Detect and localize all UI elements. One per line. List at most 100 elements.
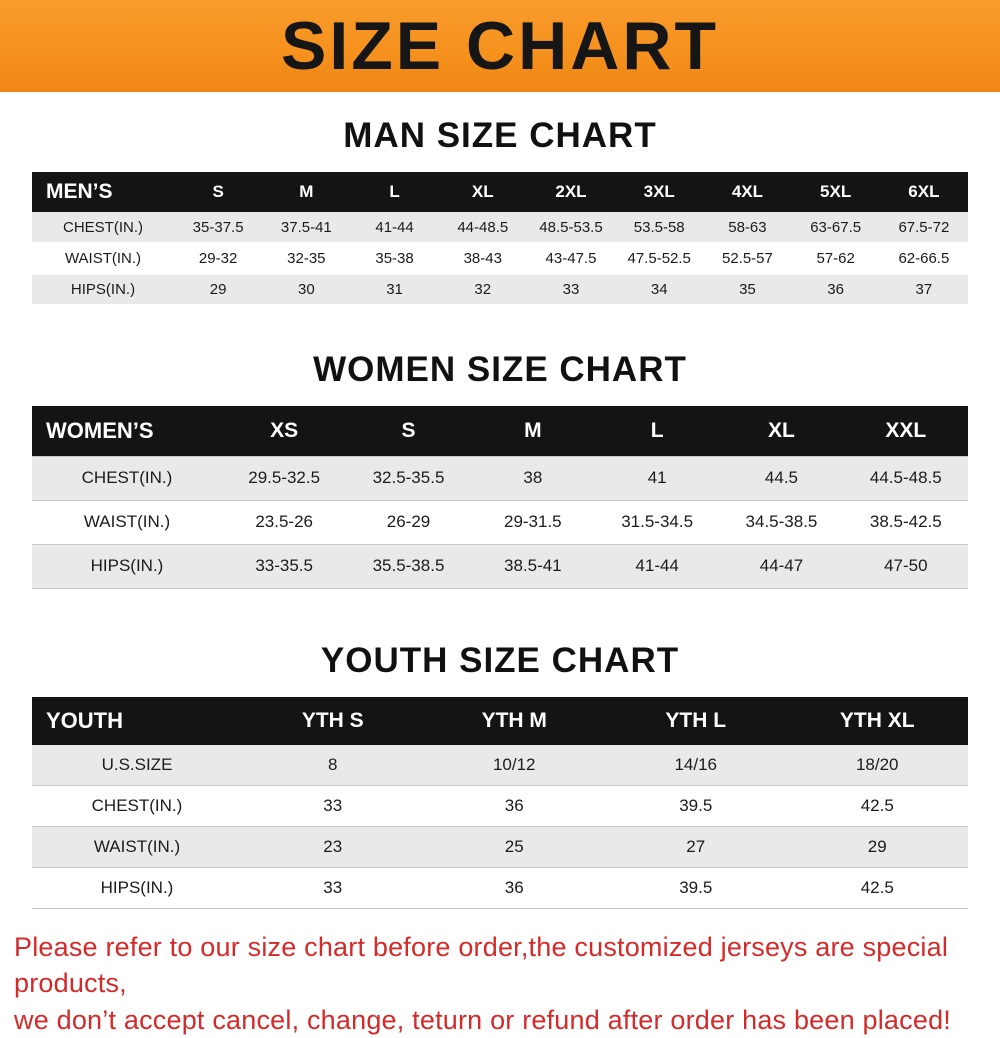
size-value-cell: 41 [647,468,667,487]
size-value-cell: 32.5-35.5 [372,468,445,487]
table-header-row: MEN’S S M L XL 2XL 3XL 4XL 5XL 6XL [32,172,968,212]
table-row: WAIST(IN.) 23.5-26 26-29 29-31.5 31.5-34.5 34… [32,500,968,544]
size-value-cell: 27 [686,837,706,856]
table-header-row: YOUTH YTH S YTH M YTH L YTH XL [32,696,968,745]
column-header: YTH XL [839,708,915,732]
size-value-cell: 36 [504,878,524,897]
column-header: 6XL [908,182,940,201]
size-value-cell: 38 [523,468,543,487]
size-value-cell: 33 [323,878,343,897]
table-row: HIPS(IN.) 33-35.5 35.5-38.5 38.5-41 41-44 44-… [32,544,968,588]
column-header: YTH L [665,708,727,732]
size-value-cell: 47-50 [884,556,928,575]
table-row: WAIST(IN.) 29-32 32-35 35-38 38-43 43-47.5 47.… [32,243,968,274]
size-value-cell: 41-44 [635,556,679,575]
size-value-cell: 41-44 [375,218,414,236]
table-title-cell: YOUTH [46,707,123,733]
size-value-cell: 53.5-58 [633,218,685,236]
size-value-cell: 36 [827,281,844,298]
column-header: M [524,418,542,442]
column-header: 5XL [820,182,852,201]
size-value-cell: 10/12 [492,754,536,774]
size-value-cell: 8 [328,754,338,774]
size-value-cell: 33-35.5 [255,556,313,575]
row-label: WAIST(IN.) [93,837,181,856]
size-value-cell: 26-29 [386,512,431,531]
column-header: L [650,418,664,442]
mens-size-table: MEN’S S M L XL 2XL 3XL 4XL 5XL 6XL CHEST(IN.) 35-37… [32,172,968,306]
size-value-cell: 29-31.5 [503,512,562,531]
table-header-row: WOMEN’S XS S M L XL XXL [32,406,968,456]
order-disclaimer: Please refer to our size chart before or… [14,929,986,1038]
disclaimer-line-2: we don’t accept cancel, change, teturn o… [14,1004,951,1035]
table-row: CHEST(IN.) 29.5-32.5 32.5-35.5 38 41 44.5 44.5… [32,456,968,500]
column-header: XL [471,182,494,201]
row-label: CHEST(IN.) [91,796,183,815]
youth-size-table: YOUTH YTH S YTH M YTH L YTH XL U.S.SIZE 8 10/12… [32,696,968,910]
women-size-chart-heading: WOMEN SIZE CHART [313,350,687,389]
column-header: YTH M [481,708,547,732]
size-value-cell: 31 [386,281,403,298]
size-value-cell: 23.5-26 [255,512,313,531]
table-row: U.S.SIZE 8 10/12 14/16 18/20 [32,744,968,786]
size-value-cell: 36 [504,796,524,815]
size-value-cell: 43-47.5 [545,250,597,267]
size-value-cell: 67.5-72 [898,218,950,236]
womens-size-table: WOMEN’S XS S M L XL XXL CHEST(IN.) 29.5-32.5 32.5… [32,406,968,589]
size-value-cell: 33 [323,796,343,815]
size-value-cell: 52.5-57 [721,250,773,267]
size-value-cell: 29 [867,837,887,856]
column-header: XS [270,418,299,442]
size-value-cell: 39.5 [679,878,713,897]
size-value-cell: 14/16 [674,754,718,774]
size-value-cell: 18/20 [855,754,899,774]
size-value-cell: 35 [739,281,756,298]
size-value-cell: 25 [504,837,524,856]
column-header: S [401,418,416,442]
table-row: HIPS(IN.) 29 30 31 32 33 34 35 36 37 [32,274,968,305]
size-value-cell: 48.5-53.5 [539,218,603,236]
size-value-cell: 23 [323,837,343,856]
size-value-cell: 44-48.5 [457,218,509,236]
size-value-cell: 30 [297,281,315,298]
column-header: YTH S [301,708,364,732]
row-label: HIPS(IN.) [70,281,136,298]
column-header: M [299,182,314,201]
column-header: S [212,182,224,201]
size-value-cell: 34.5-38.5 [745,512,818,531]
row-label: U.S.SIZE [101,754,173,774]
row-label: HIPS(IN.) [90,556,164,575]
size-value-cell: 38.5-41 [503,556,562,575]
size-value-cell: 31.5-34.5 [621,512,694,531]
size-value-cell: 29 [209,281,227,298]
size-value-cell: 57-62 [816,250,855,267]
row-label: HIPS(IN.) [100,878,174,897]
size-value-cell: 37.5-41 [280,218,332,236]
table-row: CHEST(IN.) 35-37.5 37.5-41 41-44 44-48.5 48.5… [32,212,968,243]
size-value-cell: 62-66.5 [898,250,950,267]
table-title-cell: MEN’S [46,180,113,203]
size-value-cell: 35-37.5 [192,218,244,236]
size-value-cell: 29.5-32.5 [248,468,321,487]
table-row: WAIST(IN.) 23 25 27 29 [32,826,968,868]
size-value-cell: 32 [474,281,492,298]
size-value-cell: 38.5-42.5 [869,512,942,531]
youth-size-chart-heading: YOUTH SIZE CHART [320,640,680,680]
column-header: XL [768,418,795,442]
size-value-cell: 42.5 [860,878,894,897]
size-value-cell: 38-43 [463,250,502,267]
column-header: XXL [885,418,927,442]
size-value-cell: 35-38 [375,250,414,267]
column-header: 4XL [731,182,764,201]
size-value-cell: 42.5 [860,796,894,815]
row-label: WAIST(IN.) [64,250,142,267]
size-value-cell: 29-32 [198,250,238,267]
size-value-cell: 44.5 [764,468,799,487]
table-title-cell: WOMEN’S [46,417,154,443]
column-header: 3XL [643,182,675,201]
size-value-cell: 47.5-52.5 [627,250,691,267]
table-row: CHEST(IN.) 33 36 39.5 42.5 [32,785,968,827]
disclaimer-line-1: Please refer to our size chart before or… [14,932,949,999]
size-chart-banner: SIZE CHART [0,0,1000,92]
table-row: HIPS(IN.) 33 36 39.5 42.5 [32,867,968,909]
